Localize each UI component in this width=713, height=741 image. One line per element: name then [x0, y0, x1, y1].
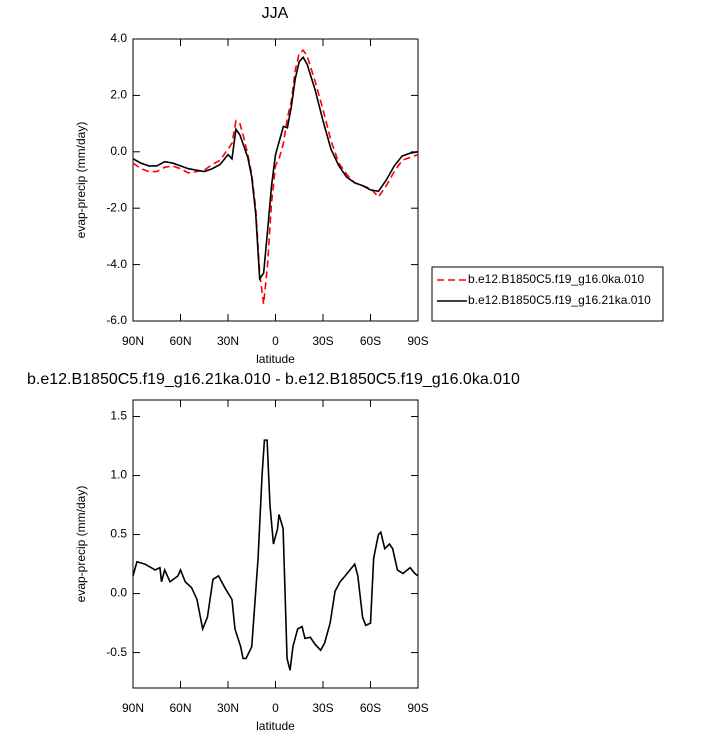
x-tick-label: 60S: [360, 334, 381, 348]
legend-label: b.e12.B1850C5.f19_g16.21ka.010: [468, 293, 651, 307]
x-tick-label: 30S: [312, 334, 333, 348]
x-tick-label: 90S: [407, 701, 428, 715]
y-tick-label: -6.0: [106, 313, 127, 327]
y-tick-label: -4.0: [106, 257, 127, 271]
x-tick-label: 60S: [360, 701, 381, 715]
y-tick-label: 1.5: [110, 409, 127, 423]
x-tick-label: 90S: [407, 334, 428, 348]
x-tick-label: 30N: [217, 701, 239, 715]
y-axis-label: evap-precip (mm/day): [74, 122, 88, 239]
y-tick-label: 0.0: [110, 586, 127, 600]
y-tick-label: 2.0: [110, 88, 127, 102]
y-tick-label: 0.0: [110, 144, 127, 158]
x-tick-label: 90N: [122, 701, 144, 715]
x-tick-label: 60N: [169, 701, 191, 715]
x-tick-label: 60N: [169, 334, 191, 348]
data-line: [132, 439, 419, 671]
chart-title: b.e12.B1850C5.f19_g16.21ka.010 - b.e12.B…: [27, 371, 520, 388]
x-tick-label: 90N: [122, 334, 144, 348]
legend-label: b.e12.B1850C5.f19_g16.0ka.010: [468, 272, 644, 286]
y-tick-label: -2.0: [106, 200, 127, 214]
y-axis-label: evap-precip (mm/day): [74, 486, 88, 603]
data-line: [132, 55, 419, 282]
x-tick-label: 30S: [312, 701, 333, 715]
legend-box: [431, 266, 664, 322]
x-tick-label: 0: [272, 701, 279, 715]
plot-frame: [132, 38, 419, 322]
y-tick-label: 0.5: [110, 527, 127, 541]
data-line: [132, 49, 419, 305]
x-tick-label: 0: [272, 334, 279, 348]
y-tick-label: -0.5: [106, 645, 127, 659]
x-axis-label: latitude: [256, 719, 295, 733]
x-axis-label: latitude: [256, 352, 295, 366]
y-tick-label: 1.0: [110, 468, 127, 482]
chart-title: JJA: [262, 5, 289, 22]
x-tick-label: 30N: [217, 334, 239, 348]
y-tick-label: 4.0: [110, 31, 127, 45]
plot-frame: [132, 399, 419, 689]
